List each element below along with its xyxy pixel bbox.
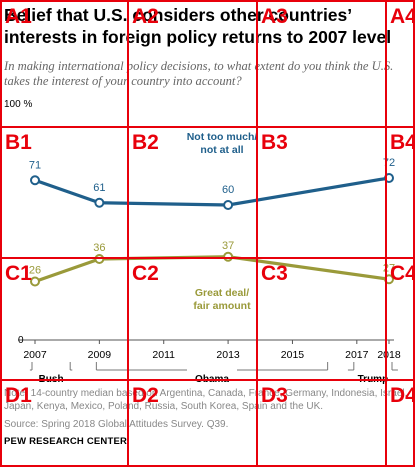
grid-cell-label-a3: A3 [261,5,288,28]
grid-cell-label-d1: D1 [5,384,32,407]
x-tick-label-2011: 2011 [152,349,175,361]
chart-source: Source: Spring 2018 Global Attitudes Sur… [4,419,229,430]
series-name-0-line-0: Not too much/ [187,131,258,143]
grid-cell-label-a4: A4 [390,5,415,28]
grid-cell-label-c2: C2 [132,262,159,285]
data-label-0-2013: 60 [222,184,234,196]
series-name-0-line-1: not at all [200,144,243,156]
grid-cell-d4 [385,379,415,467]
x-tick-label-2018: 2018 [377,349,401,361]
data-label-1-2009: 36 [93,242,105,254]
grid-cell-label-d2: D2 [132,384,159,407]
grid-cell-label-c3: C3 [261,262,288,285]
series-name-1-line-0: Great deal/ [195,287,249,299]
series-name-1-line-1: fair amount [193,300,251,312]
chart-note: Note: 14-country median based on Argenti… [4,388,408,412]
x-tick-label-2013: 2013 [216,349,240,361]
data-label-0-2007: 71 [29,159,41,171]
grid-cell-label-b3: B3 [261,131,288,154]
y-axis-top-label: 100 % [4,99,33,110]
grid-cell-label-b4: B4 [390,131,415,154]
data-point-0-2007 [30,175,40,186]
data-label-1-2007: 26 [29,265,41,277]
grid-cell-label-d4: D4 [390,384,415,407]
grid-cell-label-b2: B2 [132,131,159,154]
data-label-0-2009: 61 [93,182,105,194]
brand-logo-text: PEW RESEARCH CENTER [4,436,128,447]
x-tick-label-2007: 2007 [23,349,47,361]
grid-cell-label-a1: A1 [5,5,32,28]
x-tick-label-2017: 2017 [345,349,369,361]
x-tick-label-2009: 2009 [88,349,112,361]
grid-cell-label-a2: A2 [132,5,159,28]
grid-cell-label-c1: C1 [5,262,32,285]
data-point-0-2013 [223,200,234,210]
data-point-1-2007 [30,276,40,287]
x-tick-label-2015: 2015 [281,349,305,361]
data-label-1-2013: 37 [222,240,234,252]
data-point-0-2009 [94,197,105,208]
grid-cell-label-c4: C4 [390,262,415,285]
grid-cell-label-d3: D3 [261,384,288,407]
series-line-0 [33,176,391,207]
page-subtitle: In making international policy decisions… [4,59,394,88]
page-title: Belief that U.S. considers other countri… [4,5,392,47]
grid-cell-label-b1: B1 [5,131,32,154]
y-axis-zero-label: 0 [18,335,24,346]
